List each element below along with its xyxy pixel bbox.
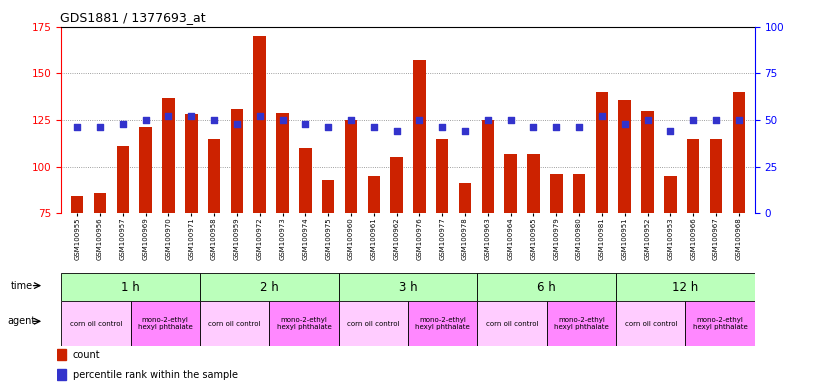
Bar (687, 139, 699, 213)
Text: mono-2-ethyl
hexyl phthalate: mono-2-ethyl hexyl phthalate (277, 317, 331, 330)
Point (276, 117, 289, 123)
Bar (547, 301, 616, 346)
Text: agent: agent (7, 316, 36, 326)
Bar (254, 36, 266, 213)
Bar (619, 99, 631, 213)
Bar (200, 273, 339, 301)
Bar (208, 139, 220, 213)
Bar (71, 196, 83, 213)
Bar (573, 174, 585, 213)
Point (184, 113, 197, 119)
Bar (641, 111, 654, 213)
Bar (550, 174, 562, 213)
Bar (367, 176, 380, 213)
Text: 1 h: 1 h (122, 281, 140, 293)
Point (664, 128, 677, 134)
Point (230, 121, 243, 127)
Bar (200, 301, 269, 346)
Point (573, 124, 586, 131)
Point (459, 128, 472, 134)
Text: GDS1881 / 1377693_at: GDS1881 / 1377693_at (60, 11, 206, 24)
Text: count: count (73, 350, 100, 360)
Bar (231, 109, 243, 213)
Bar (140, 127, 152, 213)
Text: mono-2-ethyl
hexyl phthalate: mono-2-ethyl hexyl phthalate (693, 317, 747, 330)
Bar (616, 273, 755, 301)
Bar (596, 92, 608, 213)
Text: corn oil control: corn oil control (69, 321, 122, 326)
Point (481, 117, 494, 123)
Bar (477, 273, 616, 301)
Point (596, 113, 609, 119)
Bar (527, 154, 539, 213)
Bar (61, 301, 131, 346)
Point (732, 117, 745, 123)
Point (390, 128, 403, 134)
Point (550, 124, 563, 131)
Bar (664, 176, 676, 213)
Point (253, 113, 266, 119)
Bar (390, 157, 403, 213)
Point (619, 121, 632, 127)
Text: corn oil control: corn oil control (208, 321, 261, 326)
Bar (94, 193, 106, 213)
Point (94, 124, 107, 131)
Bar (616, 301, 685, 346)
Bar (344, 120, 357, 213)
Bar (162, 98, 175, 213)
Point (71, 124, 84, 131)
Bar (459, 183, 472, 213)
Point (367, 124, 380, 131)
Text: mono-2-ethyl
hexyl phthalate: mono-2-ethyl hexyl phthalate (415, 317, 470, 330)
Text: 12 h: 12 h (672, 281, 698, 293)
Bar (481, 120, 494, 213)
Bar (710, 139, 722, 213)
Bar (413, 60, 426, 213)
Point (504, 117, 517, 123)
Bar (131, 301, 200, 346)
Bar (185, 114, 197, 213)
Bar (299, 148, 312, 213)
Text: corn oil control: corn oil control (486, 321, 539, 326)
Point (139, 117, 152, 123)
Text: 3 h: 3 h (399, 281, 417, 293)
Point (436, 124, 449, 131)
Bar (685, 301, 755, 346)
Text: mono-2-ethyl
hexyl phthalate: mono-2-ethyl hexyl phthalate (138, 317, 193, 330)
Bar (477, 301, 547, 346)
Point (299, 121, 312, 127)
Point (709, 117, 722, 123)
Text: corn oil control: corn oil control (347, 321, 400, 326)
Point (527, 124, 540, 131)
Point (641, 117, 654, 123)
Bar (408, 301, 477, 346)
Bar (269, 301, 339, 346)
Bar (277, 113, 289, 213)
Text: 2 h: 2 h (260, 281, 278, 293)
Point (116, 121, 129, 127)
Bar (339, 273, 477, 301)
Point (207, 117, 220, 123)
Bar (322, 180, 335, 213)
Text: 6 h: 6 h (538, 281, 556, 293)
Bar (61, 273, 200, 301)
Bar (504, 154, 517, 213)
Point (322, 124, 335, 131)
Bar (117, 146, 129, 213)
Text: percentile rank within the sample: percentile rank within the sample (73, 370, 237, 380)
Point (162, 113, 175, 119)
Point (413, 117, 426, 123)
Bar (436, 139, 449, 213)
Bar (733, 92, 745, 213)
Bar (57, 369, 66, 380)
Text: mono-2-ethyl
hexyl phthalate: mono-2-ethyl hexyl phthalate (554, 317, 609, 330)
Text: time: time (11, 281, 33, 291)
Point (687, 117, 700, 123)
Text: corn oil control: corn oil control (624, 321, 677, 326)
Bar (57, 349, 66, 360)
Point (344, 117, 357, 123)
Bar (339, 301, 408, 346)
